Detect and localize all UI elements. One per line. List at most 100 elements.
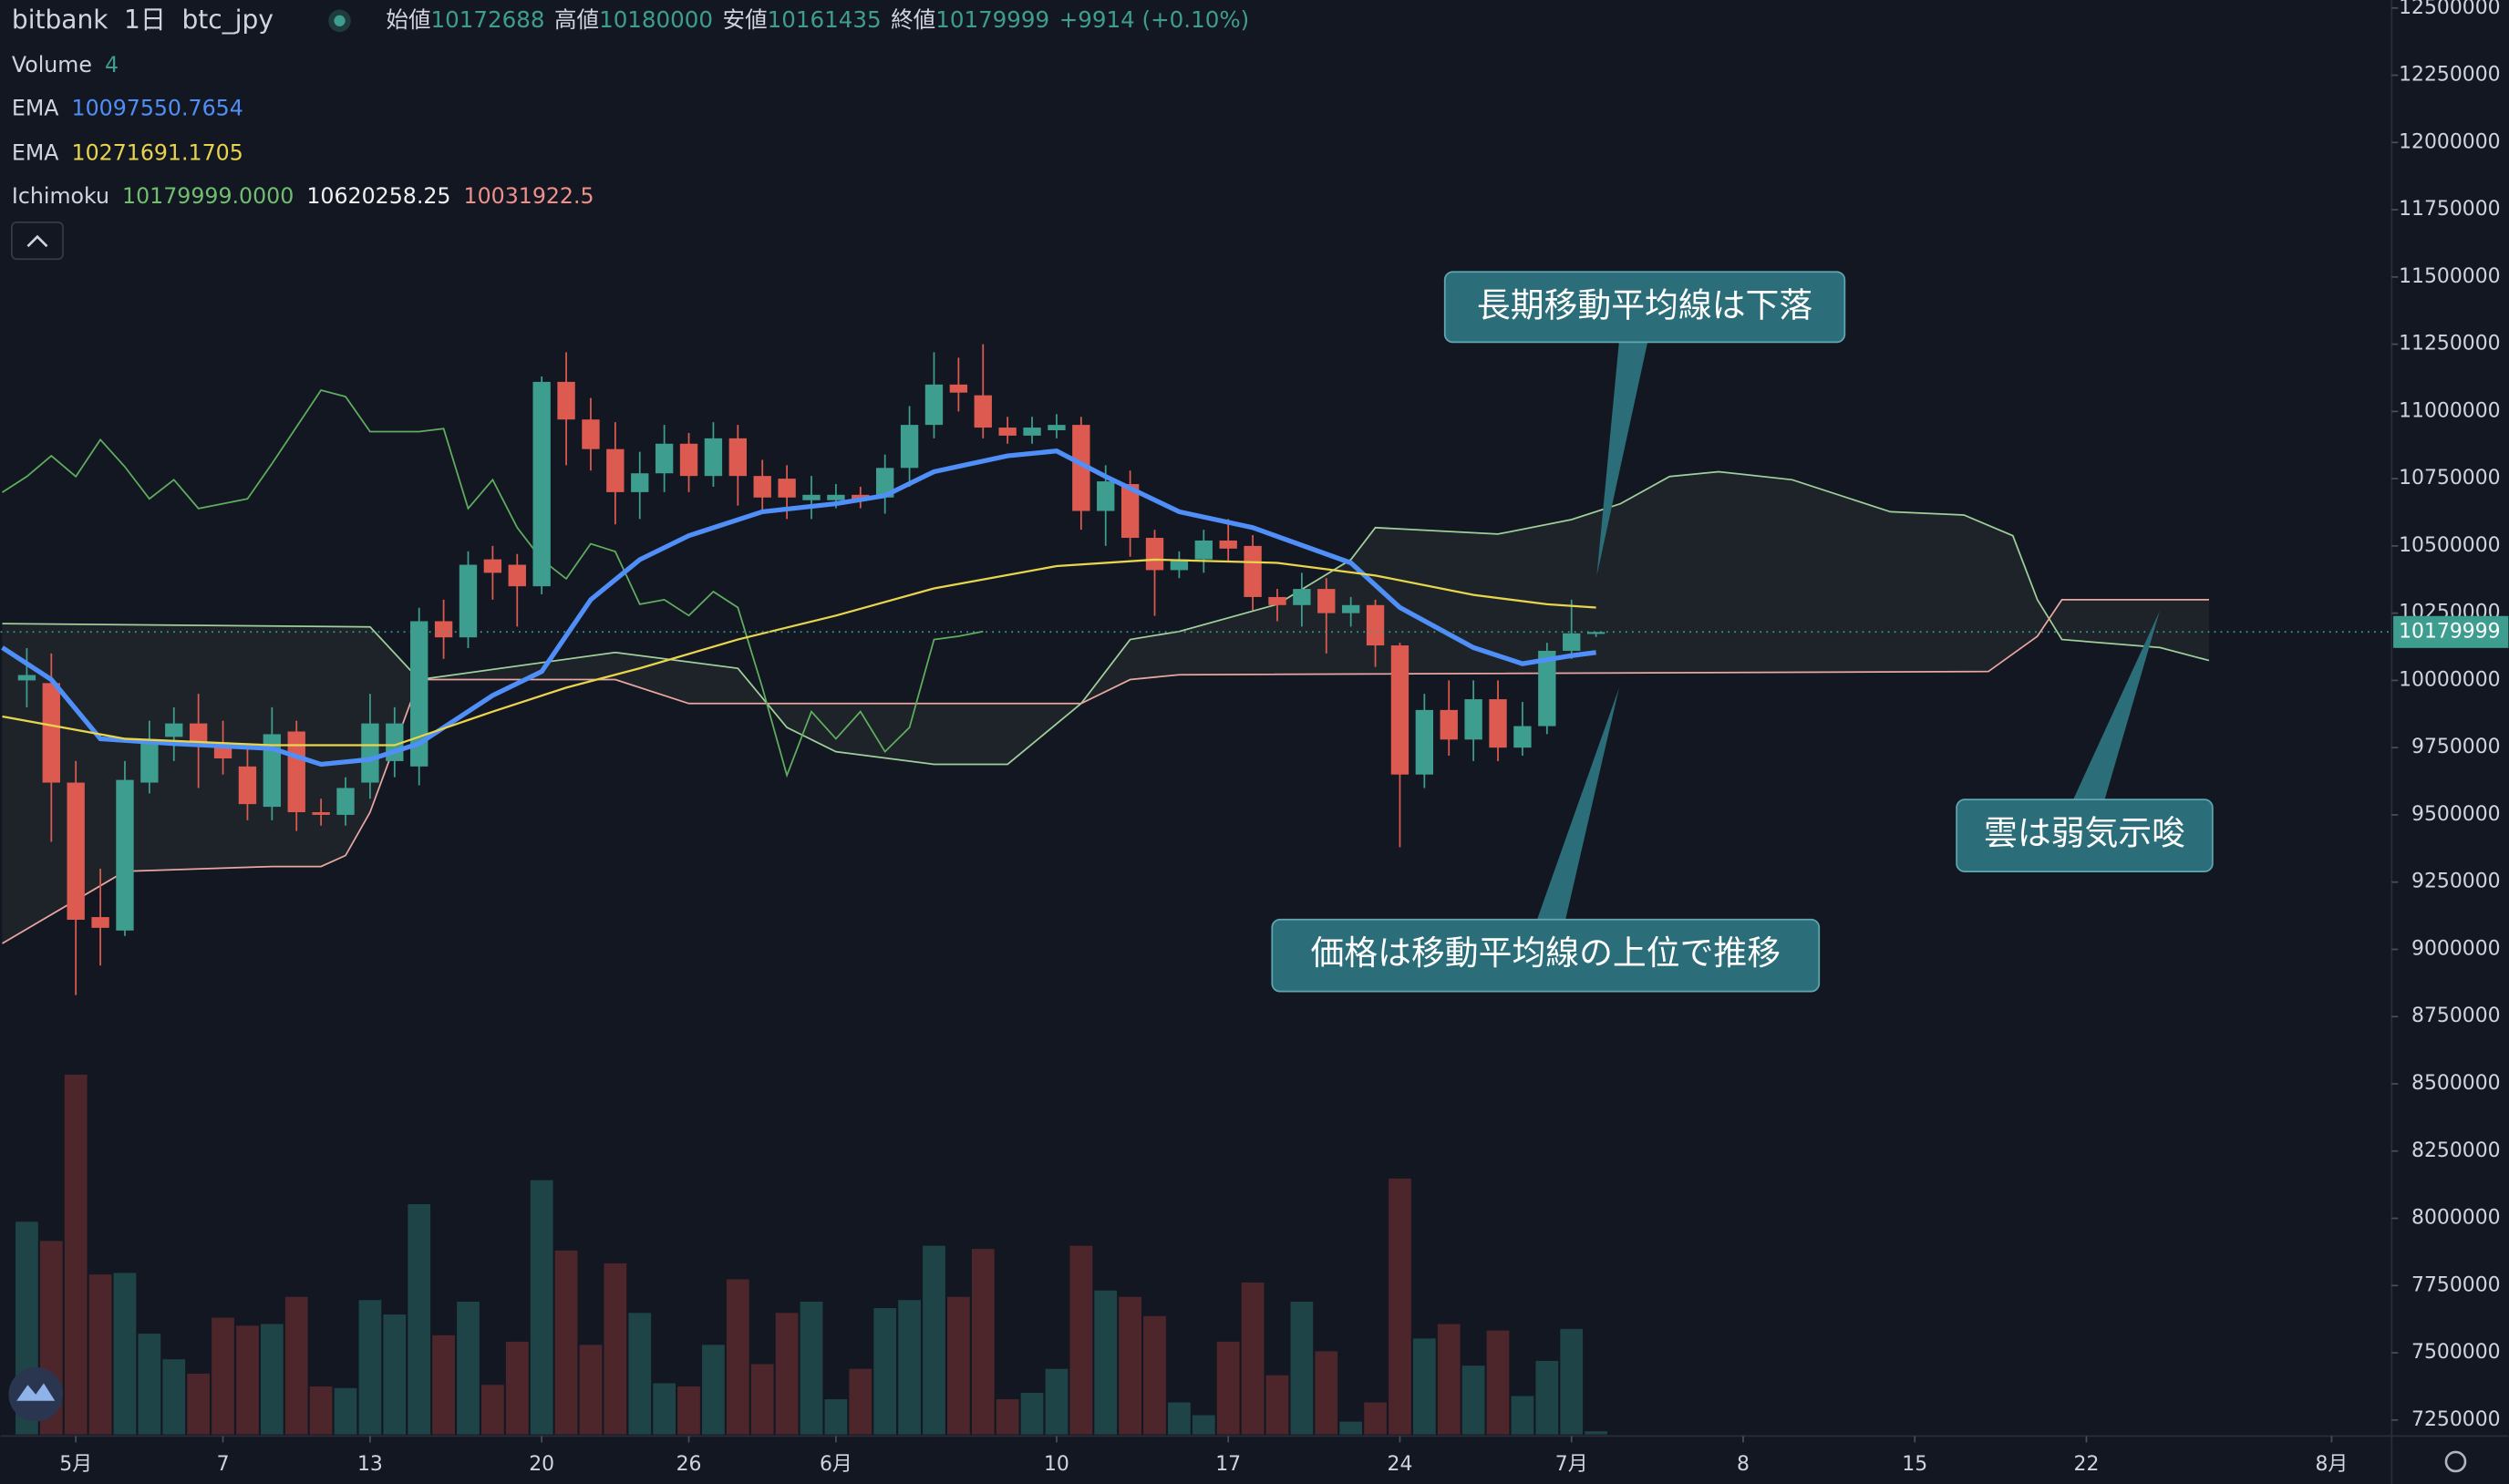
x-tick-label: 10	[1044, 1453, 1069, 1476]
volume-bar	[800, 1302, 823, 1435]
candle-body	[1366, 604, 1385, 646]
volume-bar	[604, 1262, 627, 1435]
ohlc-label: 終値	[891, 6, 935, 33]
y-tick-label: 11500000	[2399, 265, 2501, 288]
ohlc-label: 高値	[554, 6, 599, 33]
candle-body	[1170, 559, 1189, 571]
y-tick-label: 10750000	[2399, 467, 2501, 490]
legend-ema: EMA 10097550.7654	[12, 95, 243, 120]
callout-text: 雲は弱気示唆	[1984, 813, 2185, 852]
candle-body	[1194, 540, 1213, 560]
volume-bar	[530, 1180, 553, 1435]
volume-bar	[726, 1279, 749, 1435]
y-tick-label: 9000000	[2411, 937, 2501, 960]
candle-body	[1120, 484, 1140, 539]
volume-bar	[212, 1317, 234, 1435]
candle-body	[532, 381, 551, 587]
candle-body	[67, 782, 85, 921]
candle-body	[1464, 699, 1482, 740]
legend-name: Ichimoku	[12, 182, 109, 208]
y-tick-label: 7250000	[2411, 1408, 2501, 1431]
candle-body	[728, 438, 748, 477]
candle-body	[1390, 645, 1409, 775]
candle-body	[778, 479, 796, 498]
y-tick-label: 11750000	[2399, 198, 2501, 221]
candle-body	[1048, 425, 1066, 431]
y-tick-label: 12500000	[2399, 0, 2501, 19]
x-tick-label: 17	[1215, 1453, 1241, 1476]
legend-name: Volume	[12, 51, 92, 77]
volume-bar	[1241, 1282, 1265, 1435]
collapse-button[interactable]	[11, 221, 64, 261]
candle-body	[1293, 589, 1311, 605]
legend-name: EMA	[12, 95, 59, 120]
candle-body	[508, 564, 526, 587]
interval: 1日	[124, 5, 166, 35]
settings-icon[interactable]	[2444, 1450, 2467, 1473]
y-tick-label: 10000000	[2399, 668, 2501, 691]
x-tick-label: 5月	[59, 1453, 92, 1476]
volume-bar	[971, 1249, 995, 1435]
volume-bar	[1119, 1296, 1141, 1435]
volume-bar	[1412, 1338, 1436, 1435]
volume-bar	[1290, 1302, 1314, 1435]
volume-bar	[1315, 1351, 1338, 1435]
callout-pointer	[1535, 687, 1619, 923]
candle-body	[557, 381, 575, 420]
candle-body	[974, 395, 992, 428]
candle-body	[1341, 604, 1360, 613]
candle-body	[165, 723, 183, 737]
volume-bar	[996, 1399, 1019, 1435]
y-tick-label: 9500000	[2411, 803, 2501, 826]
candle-body	[924, 384, 944, 426]
legend-value: 10620258.25	[306, 182, 450, 208]
volume-bar	[1585, 1431, 1607, 1435]
span-b-line	[2, 599, 2209, 944]
legend-ichimoku: Ichimoku 10179999.0000 10620258.25 10031922…	[12, 182, 594, 208]
x-tick-label: 8	[1737, 1453, 1750, 1476]
candle-body	[631, 473, 649, 492]
candle-body	[1145, 538, 1164, 571]
volume-bar	[1339, 1421, 1363, 1435]
y-tick-label: 7500000	[2411, 1341, 2501, 1364]
candle-body	[459, 564, 478, 638]
volume-bar	[1560, 1328, 1584, 1435]
x-tick-label: 15	[1902, 1453, 1927, 1476]
cloud	[2, 471, 2209, 943]
legend-value: 10179999.0000	[122, 182, 294, 208]
volume-bar	[432, 1335, 455, 1435]
candle-body	[1513, 726, 1532, 748]
volume-bar	[1045, 1368, 1069, 1435]
volume-bar	[898, 1300, 921, 1435]
volume-bar	[1192, 1415, 1215, 1435]
legend-value: 10271691.1705	[72, 139, 243, 165]
volume-bar	[702, 1345, 725, 1435]
candle-body	[655, 443, 674, 474]
volume-bar	[824, 1399, 848, 1435]
x-tick-label: 22	[2074, 1453, 2100, 1476]
volume-bar	[1535, 1360, 1559, 1435]
volume-bar	[1265, 1375, 1289, 1435]
plot-area	[0, 344, 2392, 1435]
ema-line	[2, 558, 1596, 747]
x-tick-label: 7月	[1555, 1453, 1588, 1476]
volume-bar	[923, 1245, 945, 1435]
x-tick-label: 20	[529, 1453, 554, 1476]
y-tick-label: 7750000	[2411, 1273, 2501, 1296]
candle-body	[189, 723, 208, 746]
y-tick-label: 11250000	[2399, 333, 2501, 356]
volume-bar	[88, 1274, 112, 1435]
volume-bar	[1437, 1324, 1461, 1435]
ohlc-change: +9914 (+0.10%)	[1059, 6, 1250, 33]
exchange: bitbank	[12, 5, 108, 35]
candle-body	[410, 621, 428, 767]
volume-bar	[750, 1364, 774, 1435]
candle-body	[116, 779, 134, 931]
logo[interactable]	[8, 1366, 64, 1422]
candle-body	[434, 621, 453, 638]
lagging-line	[2, 389, 984, 778]
callout-text: 長期移動平均線は下落	[1477, 285, 1812, 325]
span-a-line	[2, 470, 2210, 766]
candle-body	[1586, 632, 1606, 634]
